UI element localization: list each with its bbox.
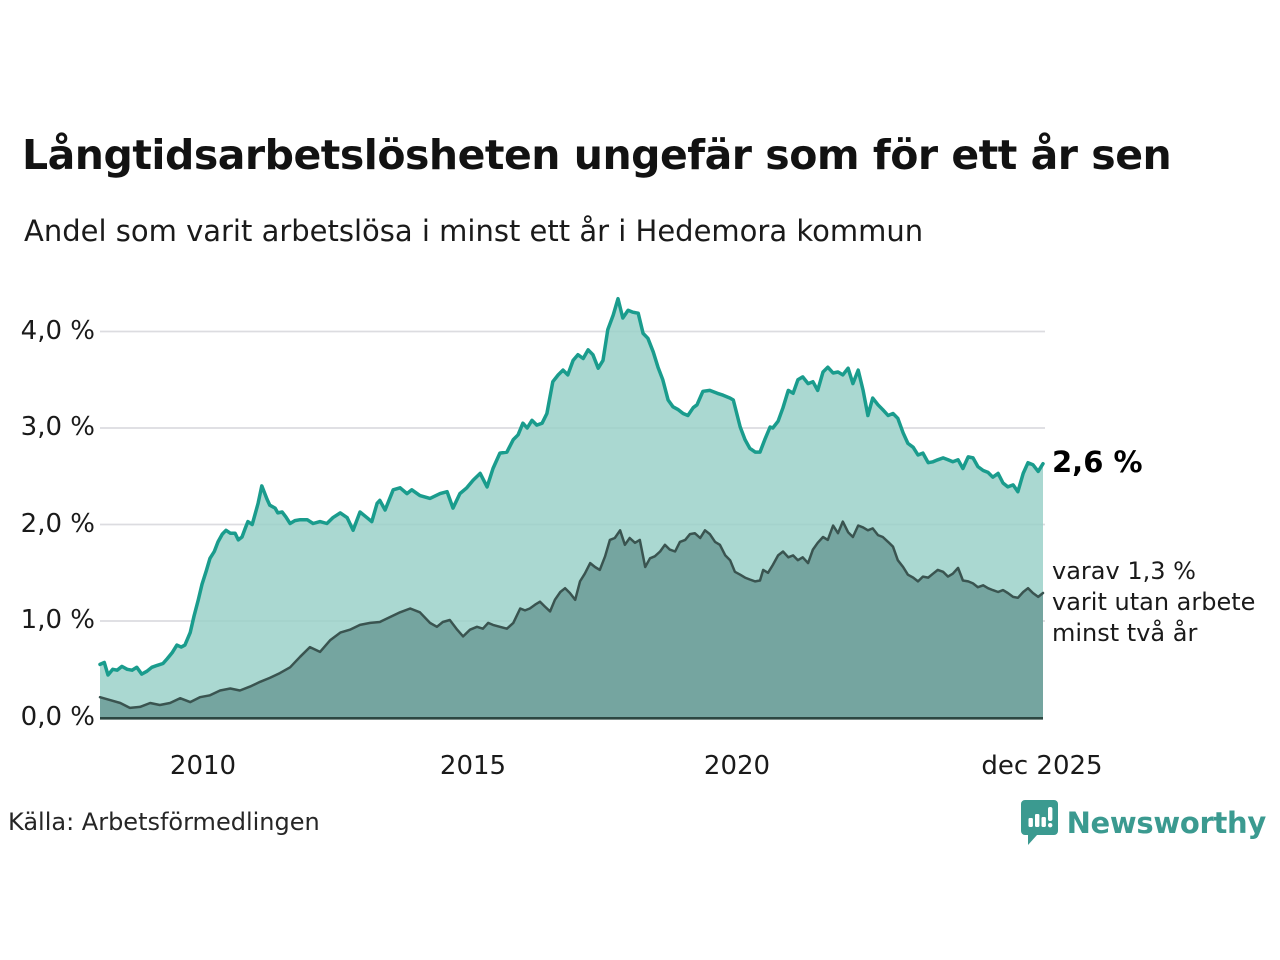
x-axis-tick-2020: 2020 <box>703 751 771 781</box>
x-axis-tick-2010: 2010 <box>169 751 237 781</box>
page-title: Långtidsarbetslösheten ungefär som för e… <box>22 131 1172 179</box>
annotation-line-1: varav 1,3 % <box>1052 557 1196 585</box>
newsworthy-logo: Newsworthy <box>1020 799 1267 847</box>
y-axis-tick-1: 1,0 % <box>20 605 95 635</box>
annotation-line-3: minst två år <box>1052 619 1198 647</box>
end-value-label-one-year: 2,6 % <box>1052 444 1143 479</box>
page-subtitle: Andel som varit arbetslösa i minst ett å… <box>24 214 924 248</box>
y-axis-tick-2: 2,0 % <box>20 509 95 539</box>
annotation-line-2: varit utan arbete <box>1052 588 1256 616</box>
end-value-label-two-years: varav 1,3 % varit utan arbete minst två … <box>1052 556 1255 649</box>
x-axis-tick-dec-2025: dec 2025 <box>981 751 1103 781</box>
newsworthy-wordmark: Newsworthy <box>1066 806 1267 840</box>
bar-chart-bubble-icon <box>1020 800 1058 846</box>
y-axis-tick-3: 3,0 % <box>20 412 95 442</box>
x-axis-tick-2015: 2015 <box>439 751 507 781</box>
y-axis-tick-0: 0,0 % <box>20 702 95 732</box>
source-credit: Källa: Arbetsförmedlingen <box>8 808 320 836</box>
y-axis-tick-4: 4,0 % <box>20 316 95 346</box>
